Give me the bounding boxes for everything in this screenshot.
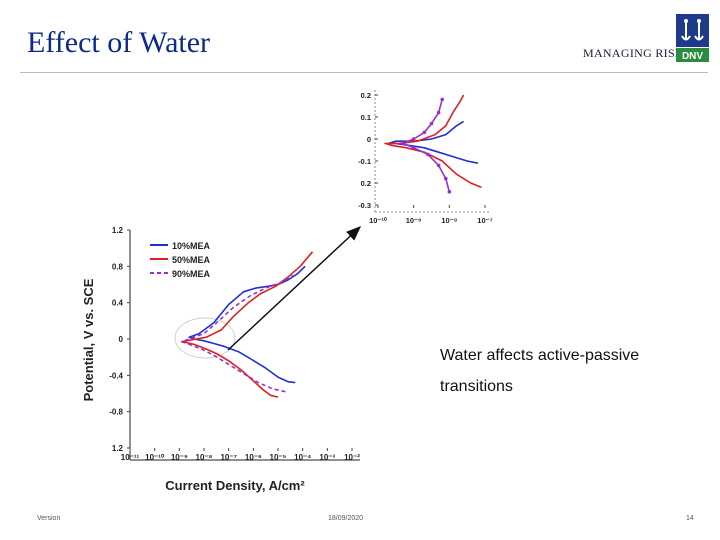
- zoom-arrow: [227, 225, 362, 351]
- inset-90pct-point: [443, 176, 448, 181]
- footer-version: Version: [37, 515, 61, 522]
- inset-y-tick-label: 0.1: [361, 113, 371, 122]
- inset-series-line-50pctmea: [384, 94, 482, 189]
- slide-title: Effect of Water: [27, 26, 211, 59]
- legend-label-90: 90%MEA: [172, 269, 211, 279]
- inset-series-line-90pctmea: [402, 99, 451, 193]
- inset-y-tick-label: 0.2: [361, 179, 371, 188]
- main-y-tick-label: -0.8: [109, 408, 123, 417]
- main-x-tick-label: 10⁻⁴: [294, 453, 311, 462]
- inset-90pct-point: [411, 146, 416, 150]
- main-x-tick-label: 10⁻⁵: [270, 453, 287, 462]
- footer-page-number: 14: [686, 515, 694, 522]
- inset-90pct-point: [422, 130, 427, 135]
- main-x-tick-label: 10⁻¹⁰: [145, 453, 165, 462]
- inset-90pct-point: [440, 97, 445, 102]
- main-x-tick-label: 10⁻²: [344, 453, 360, 462]
- logo-emblem: [676, 14, 709, 47]
- main-y-tick-label: 0.8: [112, 262, 124, 271]
- dnv-logo-icon: DNV: [676, 14, 709, 62]
- inset-y-tick-label: 0.2: [361, 91, 371, 100]
- main-y-tick-label: 1.2: [112, 444, 124, 453]
- main-x-tick-label: 10⁻⁸: [196, 453, 213, 462]
- legend-label-10: 10%MEA: [172, 241, 211, 251]
- main-series-line-10pctmea: [188, 265, 306, 384]
- title-divider: [20, 72, 708, 73]
- slide-caption: Water affects active-passive transitions: [440, 340, 700, 402]
- inset-chart: 0.2 0.1 0 -0.1 0.2 -0.3 10⁻¹⁰ 10⁻⁹ 10⁻⁸ 10⁻⁷: [358, 90, 493, 225]
- main-x-axis-label: Current Density, A/cm²: [165, 478, 305, 493]
- footer-date: 18/09/2020: [328, 515, 364, 522]
- inset-90pct-point: [436, 110, 441, 115]
- inset-90pct-point: [411, 137, 416, 141]
- main-x-tick-label: 10⁻¹¹: [121, 453, 140, 462]
- main-legend: 10%MEA 50%MEA 90%MEA: [150, 241, 211, 279]
- main-series-line-90pctmea: [181, 274, 294, 393]
- inset-90pct-point: [447, 190, 452, 194]
- main-y-tick-label: 0: [119, 335, 124, 344]
- inset-90pct-point: [436, 163, 441, 168]
- inset-y-tick-label: -0.1: [358, 157, 371, 166]
- caption-line-1: Water affects active-passive: [440, 347, 640, 364]
- main-y-tick-label: -0.4: [109, 371, 123, 380]
- inset-x-tick-label: 10⁻⁹: [406, 216, 422, 225]
- inset-90pct-point: [401, 141, 405, 146]
- main-x-tick-label: 10⁻⁷: [220, 453, 236, 462]
- inset-90pct-point: [429, 121, 434, 126]
- main-y-tick-label: 1.2: [112, 226, 124, 235]
- main-y-axis-label: Potential, V vs. SCE: [81, 278, 96, 401]
- caption-line-2: transitions: [440, 378, 513, 395]
- legend-label-50: 50%MEA: [172, 255, 211, 265]
- inset-x-tick-label: 10⁻⁸: [441, 216, 457, 225]
- brand-tagline: MANAGING RISK: [583, 46, 684, 60]
- inset-x-tick-label: 10⁻¹⁰: [369, 216, 388, 225]
- faint-reference-curve: [174, 317, 236, 359]
- main-x-tick-label: 10⁻⁹: [171, 453, 188, 462]
- main-chart: 1.2 0.8 0.4 0 -0.4 -0.8 1.2 10⁻¹¹ 10⁻¹⁰ 10⁻⁹ 10⁻⁸…: [81, 226, 360, 493]
- inset-y-tick-label: 0: [367, 135, 371, 144]
- main-x-tick-label: 10⁻⁶: [245, 453, 262, 462]
- logo-green-bar: [676, 48, 709, 62]
- inset-y-tick-label: -0.3: [358, 201, 371, 210]
- inset-90pct-point: [426, 152, 430, 157]
- main-y-tick-label: 0.4: [112, 299, 124, 308]
- main-x-tick-label: 10⁻³: [319, 453, 335, 462]
- logo-text: DNV: [682, 51, 703, 62]
- inset-x-tick-label: 10⁻⁷: [477, 216, 492, 225]
